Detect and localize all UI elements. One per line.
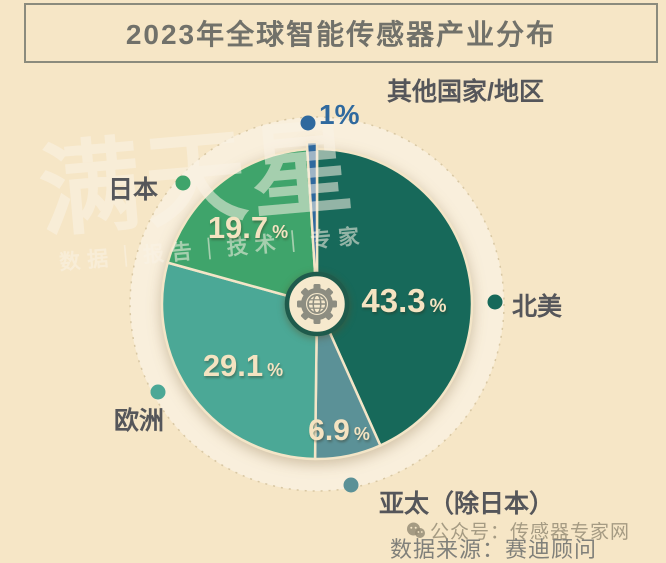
pie-center-hub <box>284 271 350 337</box>
pie-slice-0 <box>315 147 474 447</box>
account-watermark: 公众号：传感器专家网 <box>406 517 630 544</box>
label-dot-europe <box>150 384 166 400</box>
pie-slice-3 <box>166 148 319 306</box>
pie-slice-2 <box>160 261 319 461</box>
callout-other-pct: 1% <box>319 99 360 130</box>
label-dot-apac <box>343 477 359 493</box>
pie-slice-4 <box>305 140 319 306</box>
label-dot-north-america <box>487 294 503 310</box>
slice-pct-north-america: 43.3% <box>361 282 447 319</box>
slice-pct-japan: 19.7% <box>207 210 289 245</box>
slice-pct-europe: 29.1% <box>202 348 284 383</box>
label-europe: 欧洲 <box>114 407 165 435</box>
chart-title: 2023年全球智能传感器产业分布 <box>125 19 557 50</box>
gear-globe-icon <box>297 284 337 324</box>
account-watermark-text: 公众号：传感器专家网 <box>430 522 631 543</box>
label-north-america: 北美 <box>512 293 563 321</box>
label-dot-japan <box>175 175 191 191</box>
chat-bubbles-icon <box>407 522 425 538</box>
pie-slices <box>160 140 474 461</box>
chart-title-box: 2023年全球智能传感器产业分布 <box>24 3 658 63</box>
slice-pct-apac: 6.9% <box>308 414 370 447</box>
label-dot-other-regions <box>300 115 316 131</box>
source-note: 数据来源：赛迪顾问 <box>390 537 598 562</box>
label-apac: 亚太（除日本） <box>379 490 555 518</box>
label-japan: 日本 <box>108 176 159 204</box>
label-other-regions: 其他国家/地区 <box>387 78 544 106</box>
